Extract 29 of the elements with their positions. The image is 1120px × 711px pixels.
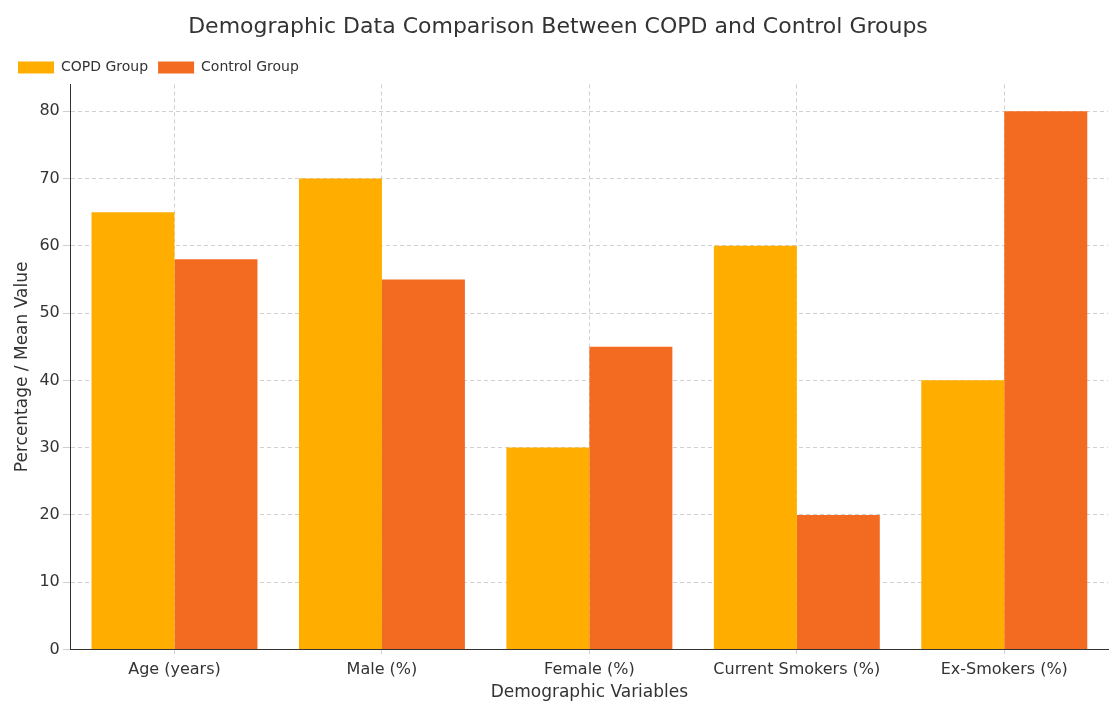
x-axis-title: Demographic Variables (490, 681, 689, 702)
bar (589, 346, 673, 649)
y-tick-label: 0 (49, 638, 60, 658)
y-tick-label: 40 (39, 369, 60, 389)
x-tick-label: Age (years) (128, 659, 221, 679)
bar (1004, 111, 1088, 649)
bar (174, 259, 258, 649)
bar (298, 178, 382, 649)
bar (91, 212, 175, 649)
x-tick-label: Female (%) (544, 659, 635, 679)
y-tick-label: 50 (39, 302, 60, 322)
bar (796, 514, 880, 649)
y-tick-label: 60 (39, 234, 60, 254)
bar (506, 447, 590, 649)
y-axis-title: Percentage / Mean Value (10, 261, 31, 473)
bar (921, 380, 1005, 649)
y-tick-label: 30 (39, 436, 60, 456)
legend-label: Control Group (201, 58, 299, 75)
y-tick-label: 70 (39, 167, 60, 187)
y-tick-label: 80 (39, 100, 60, 120)
bar (381, 279, 465, 649)
y-tick-label: 20 (39, 504, 60, 524)
bar (713, 245, 797, 649)
x-tick-label: Ex-Smokers (%) (940, 659, 1068, 679)
x-tick-label: Current Smokers (%) (713, 659, 881, 679)
chart-title: Demographic Data Comparison Between COPD and Control Groups (188, 12, 928, 38)
x-tick-label: Male (%) (346, 659, 418, 679)
legend-label: COPD Group (61, 58, 149, 75)
y-tick-label: 10 (39, 571, 60, 591)
